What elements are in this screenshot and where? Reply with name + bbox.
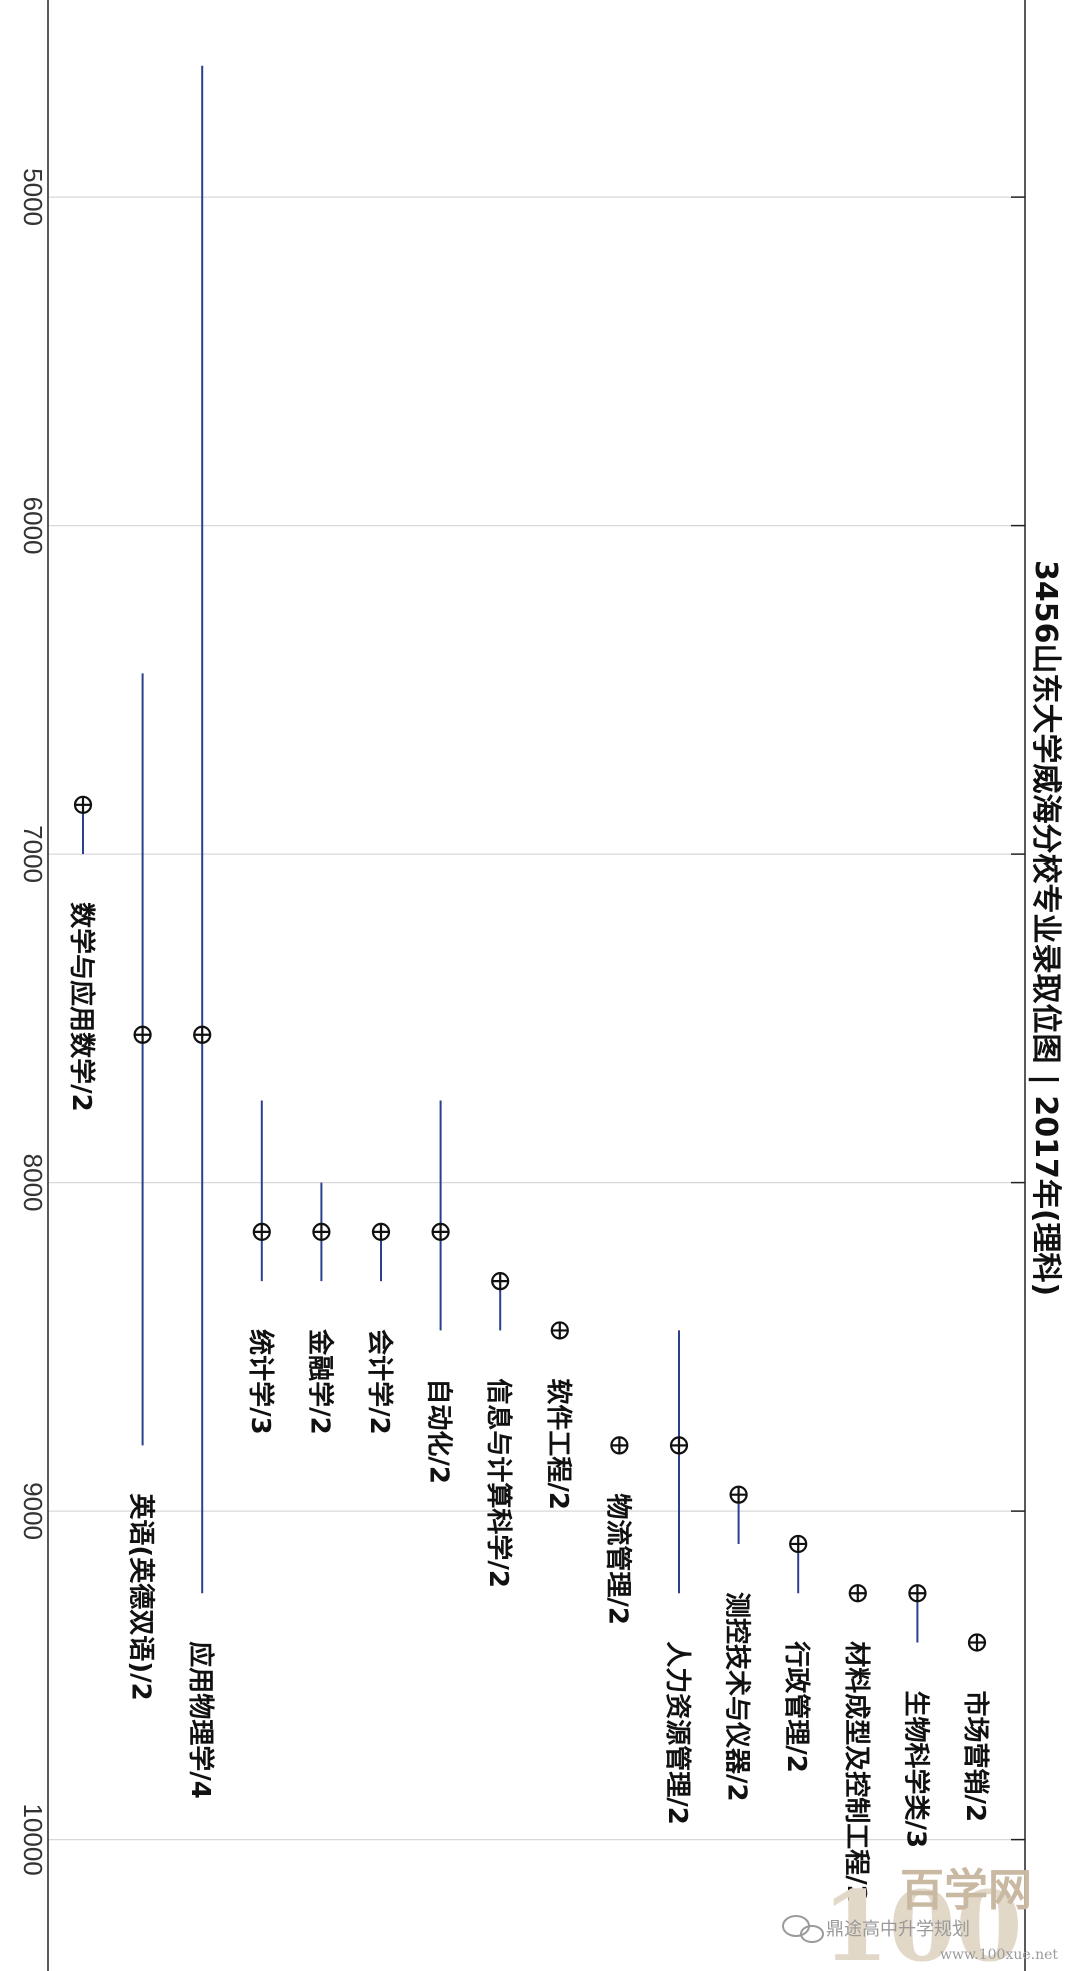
category-label: 应用物理学/4 — [185, 1641, 216, 1799]
tick-labels: 5000 6000 7000 8000 9000 10000 — [18, 168, 48, 1876]
median-marker — [729, 1485, 748, 1504]
median-marker — [550, 1321, 569, 1340]
category-label: 生物科学类/3 — [900, 1691, 931, 1849]
median-marker — [908, 1584, 927, 1603]
category-label: 材料成型及控制工程/2 — [841, 1641, 871, 1903]
category-label: 人力资源管理/2 — [662, 1641, 692, 1825]
median-marker — [133, 1025, 152, 1044]
category-labels: 数学与应用数学/2 英语(英德双语)/2 应用物理学/4 统计学/3 金融学/2 会计学/… — [66, 902, 991, 1903]
category-label: 数学与应用数学/2 — [66, 902, 97, 1112]
category-label: 市场营销/2 — [960, 1691, 991, 1823]
median-marker — [73, 795, 93, 814]
category-label: 物流管理/2 — [602, 1493, 632, 1625]
tick-label: 10000 — [18, 1803, 48, 1875]
watermark-url: www.100xue.net — [940, 1947, 1058, 1963]
watermark: 100 百学网 鼎途高中升学规划 www.100xue.net — [782, 1865, 1058, 1971]
category-label: 信息与计算科学/2 — [483, 1378, 514, 1588]
tick-label: 5000 — [18, 168, 48, 226]
category-label: 会计学/2 — [364, 1329, 395, 1435]
data-series — [73, 65, 987, 1652]
median-marker — [371, 1222, 391, 1241]
tick-label: 8000 — [18, 1154, 48, 1212]
tick-label: 7000 — [18, 825, 48, 883]
watermark-logo-digits: 100 — [822, 1870, 1022, 1971]
chart-title-group: 3456山东大学威海分校专业录取位图 | 2017年(理科) — [1028, 560, 1063, 1296]
median-marker — [193, 1025, 212, 1044]
median-marker — [789, 1534, 808, 1554]
median-marker — [431, 1222, 450, 1241]
tick-label: 9000 — [18, 1482, 48, 1540]
median-marker — [610, 1436, 629, 1455]
median-marker — [669, 1436, 689, 1455]
median-marker — [967, 1633, 987, 1652]
category-label: 统计学/3 — [245, 1329, 276, 1435]
category-label: 测控技术与仪器/2 — [722, 1592, 752, 1802]
chart-title: 3456山东大学威海分校专业录取位图 | 2017年(理科) — [1028, 560, 1063, 1296]
median-marker — [491, 1272, 510, 1291]
category-label: 自动化/2 — [424, 1378, 455, 1484]
category-label: 软件工程/2 — [543, 1378, 573, 1510]
median-marker — [252, 1222, 271, 1241]
watermark-subtitle: 鼎途高中升学规划 — [826, 1919, 970, 1940]
watermark-logo: 百学网 — [900, 1865, 1032, 1916]
tick-label: 6000 — [18, 497, 48, 555]
axis-frame — [47, 0, 1026, 1971]
grid-lines — [48, 196, 1025, 1841]
category-label: 金融学/2 — [304, 1328, 335, 1435]
category-label: 英语(英德双语)/2 — [126, 1493, 156, 1700]
category-label: 行政管理/2 — [781, 1640, 812, 1773]
median-marker — [848, 1584, 867, 1603]
wechat-icon — [782, 1915, 824, 1943]
median-marker — [312, 1222, 331, 1241]
